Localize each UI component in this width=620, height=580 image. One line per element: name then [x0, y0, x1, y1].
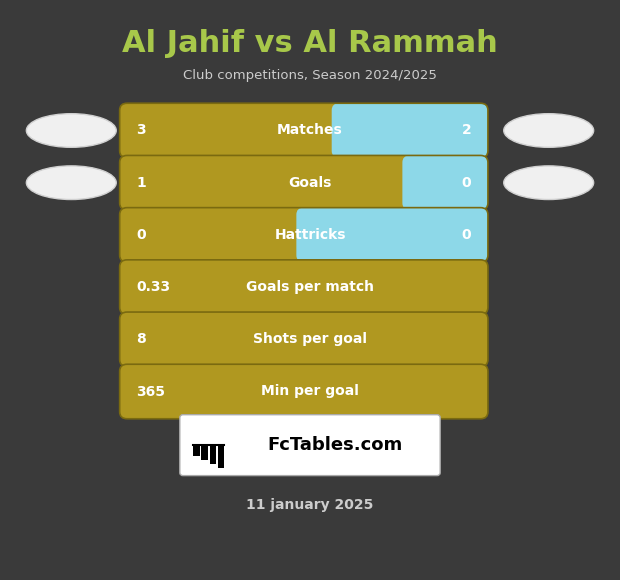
FancyBboxPatch shape	[120, 155, 488, 210]
Text: Min per goal: Min per goal	[261, 385, 359, 398]
FancyBboxPatch shape	[120, 364, 488, 419]
FancyBboxPatch shape	[120, 260, 488, 314]
Text: 1: 1	[136, 176, 146, 190]
Ellipse shape	[504, 114, 594, 147]
Text: Matches: Matches	[277, 124, 343, 137]
FancyBboxPatch shape	[180, 415, 440, 476]
Text: 11 january 2025: 11 january 2025	[246, 498, 374, 512]
Text: Al Jahif vs Al Rammah: Al Jahif vs Al Rammah	[122, 29, 498, 58]
Text: 2: 2	[461, 124, 471, 137]
FancyBboxPatch shape	[332, 103, 488, 158]
Text: 0: 0	[461, 228, 471, 242]
Text: Shots per goal: Shots per goal	[253, 332, 367, 346]
Ellipse shape	[26, 166, 117, 200]
FancyBboxPatch shape	[210, 445, 216, 464]
FancyBboxPatch shape	[120, 103, 488, 158]
Text: 0: 0	[461, 176, 471, 190]
FancyBboxPatch shape	[402, 155, 488, 210]
Text: 8: 8	[136, 332, 146, 346]
Text: Hattricks: Hattricks	[274, 228, 346, 242]
FancyBboxPatch shape	[120, 312, 488, 367]
Text: FcTables.com: FcTables.com	[268, 436, 403, 454]
Text: 0.33: 0.33	[136, 280, 171, 294]
Ellipse shape	[26, 114, 117, 147]
Text: Goals per match: Goals per match	[246, 280, 374, 294]
Text: 365: 365	[136, 385, 166, 398]
Text: Goals: Goals	[288, 176, 332, 190]
FancyBboxPatch shape	[120, 208, 488, 262]
FancyBboxPatch shape	[202, 445, 208, 459]
FancyBboxPatch shape	[218, 445, 224, 469]
Text: 0: 0	[136, 228, 146, 242]
Ellipse shape	[504, 166, 594, 200]
FancyBboxPatch shape	[193, 445, 200, 456]
Text: Club competitions, Season 2024/2025: Club competitions, Season 2024/2025	[183, 69, 437, 82]
FancyBboxPatch shape	[296, 208, 488, 262]
Text: 3: 3	[136, 124, 146, 137]
